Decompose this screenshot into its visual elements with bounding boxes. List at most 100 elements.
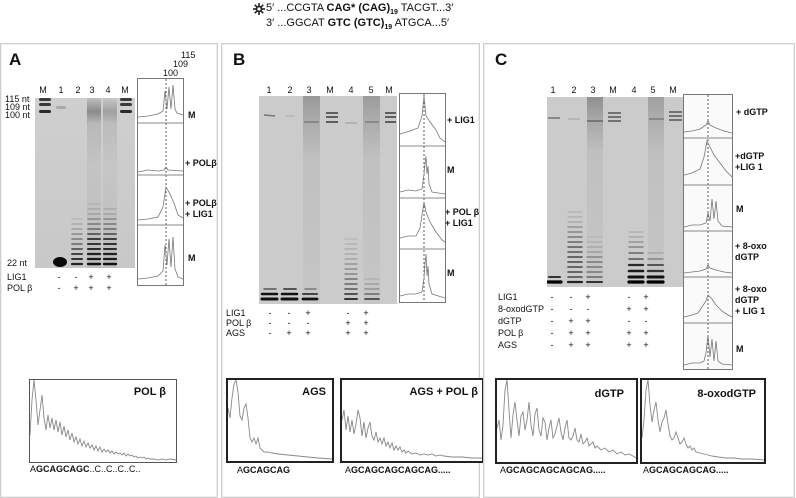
seq-text: ATGCA...5′ — [392, 17, 450, 29]
profile-title: AGS + POL β — [409, 386, 478, 398]
condition-sign: + — [568, 316, 574, 326]
lane-label: 1 — [58, 85, 64, 95]
trace-axis-label: 109 — [173, 59, 189, 69]
lane-label: 5 — [650, 85, 656, 95]
condition-sign: + — [363, 308, 369, 318]
condition-label: 8-oxodGTP — [498, 304, 545, 314]
sun-star-icon — [253, 3, 265, 15]
seq-bold: GTC — [327, 17, 351, 29]
gel-image — [547, 97, 684, 287]
trace-label: + 8-oxo dGTP — [735, 241, 767, 262]
seq-bold: GCAGCAGCAGCAG — [506, 465, 594, 475]
trace-label: M — [188, 253, 196, 263]
condition-label: AGS — [226, 328, 246, 338]
profile-sequence: AGCAGCAGC..C..C..C..C.. — [30, 464, 141, 474]
densitometry-traces — [137, 78, 184, 286]
panel-c: C 1 2 3 M 4 5 M — [483, 43, 795, 498]
condition-sign: - — [287, 318, 291, 328]
condition-sign: - — [268, 318, 272, 328]
trace-label: M — [447, 268, 455, 278]
lane-label: M — [385, 85, 393, 95]
condition-sign: + — [643, 304, 649, 314]
trace-label: + POLβ — [185, 158, 217, 168]
condition-sign: + — [345, 328, 351, 338]
panel-b: B 1 2 3 M 4 5 M — [221, 43, 484, 498]
marker-label: 22 nt — [7, 258, 28, 268]
gel-image — [35, 98, 135, 268]
bottom-strand-sequence: 3′ ...GGCAT GTC (GTC)19 ATGCA...5′ — [266, 17, 449, 34]
seq-prefix: A — [500, 465, 507, 475]
condition-sign: - — [74, 272, 78, 282]
trace-label: + 8-oxo dGTP + LIG 1 — [735, 284, 767, 316]
condition-sign: - — [550, 292, 554, 302]
condition-sign: + — [286, 328, 292, 338]
condition-sign: - — [306, 318, 310, 328]
condition-sign: + — [643, 292, 649, 302]
trace-label: M — [736, 204, 744, 214]
sequence-profile-chart: AGS — [226, 378, 334, 463]
trace-axis-label: 115 — [181, 50, 196, 60]
condition-sign: + — [585, 340, 591, 350]
seq-text: 5′ ...CCGTA — [266, 2, 327, 14]
condition-label: dGTP — [498, 316, 522, 326]
condition-sign: - — [550, 340, 554, 350]
condition-sign: + — [643, 340, 649, 350]
condition-sign: - — [644, 316, 648, 326]
seq-bold: CAG* — [326, 2, 356, 14]
condition-sign: + — [643, 328, 649, 338]
profile-title: POL β — [133, 386, 166, 398]
lane-label: 2 — [571, 85, 577, 95]
condition-sign: + — [626, 304, 632, 314]
condition-sign: - — [569, 292, 573, 302]
condition-sign: + — [106, 272, 112, 282]
profile-title: 8-oxodGTP — [697, 388, 756, 400]
condition-label: POL β — [7, 283, 33, 293]
panel-label: A — [9, 50, 22, 69]
sequence-profile-chart: dGTP — [495, 378, 638, 464]
condition-sign: + — [568, 328, 574, 338]
condition-label: LIG1 — [7, 272, 27, 282]
lane-label: 3 — [89, 85, 95, 95]
seq-prefix: A — [237, 465, 244, 475]
lane-label: M — [326, 85, 334, 95]
seq-prefix: A — [643, 465, 650, 475]
condition-sign: - — [586, 304, 590, 314]
condition-sign: + — [626, 328, 632, 338]
condition-sign: + — [305, 308, 311, 318]
gel-image — [259, 96, 397, 304]
condition-sign: - — [57, 272, 61, 282]
condition-sign: + — [345, 318, 351, 328]
condition-sign: - — [346, 308, 350, 318]
lane-label: M — [39, 85, 47, 95]
lane-label: 4 — [105, 85, 111, 95]
condition-sign: - — [550, 304, 554, 314]
condition-sign: - — [268, 308, 272, 318]
lane-label: 1 — [550, 85, 556, 95]
trace-label: + POL β + LIG1 — [445, 207, 480, 228]
seq-prefix: A — [345, 465, 352, 475]
marker-label: 100 nt — [5, 110, 31, 120]
lane-label: 2 — [287, 85, 293, 95]
lane-label: 3 — [590, 85, 596, 95]
panel-a: A M 1 2 3 4 M 115 nt 109 nt 100 nt 22 nt — [0, 43, 218, 498]
condition-label: LIG1 — [498, 292, 518, 302]
seq-bold: GCAGCAGCAGCAG — [351, 465, 439, 475]
marker-label: 109 nt — [5, 102, 31, 112]
lane-label: M — [609, 85, 617, 95]
seq-suffix: ..... — [593, 465, 606, 475]
condition-sign: - — [57, 283, 61, 293]
condition-sign: - — [627, 292, 631, 302]
panel-label: B — [233, 50, 246, 69]
marker-label: 115 nt — [5, 94, 30, 104]
trace-label: M — [188, 110, 196, 120]
seq-bold: GCAGCAGCAG — [649, 465, 717, 475]
trace-label: M — [447, 165, 455, 175]
condition-sign: + — [568, 340, 574, 350]
densitometry-traces — [683, 94, 733, 370]
condition-sign: + — [363, 328, 369, 338]
seq-text: 3′ ...GGCAT — [266, 17, 328, 29]
densitometry-traces — [399, 93, 446, 303]
seq-bold: GCAGCAGC — [36, 464, 90, 474]
profile-sequence: AGCAGCAGCAG..... — [643, 465, 729, 475]
trace-label: M — [736, 344, 744, 354]
